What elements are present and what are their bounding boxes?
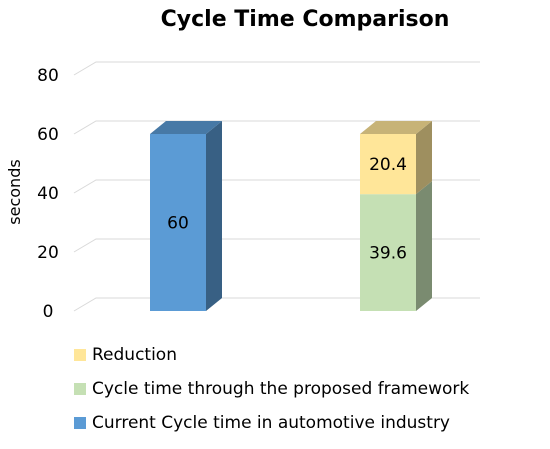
- gridline: [73, 238, 480, 253]
- y-tick-label: 20: [37, 243, 59, 263]
- y-tick-label: 40: [37, 184, 59, 204]
- gridline: [73, 179, 480, 194]
- bar-data-label: 39.6: [369, 244, 407, 264]
- bar-segment-side: [416, 121, 432, 195]
- gridline: [73, 61, 480, 76]
- legend: Reduction Cycle time through the proposed…: [74, 338, 469, 440]
- legend-label: Cycle time through the proposed framewor…: [92, 379, 470, 399]
- legend-item: Reduction: [74, 338, 469, 372]
- chart-title: Cycle Time Comparison: [161, 7, 450, 32]
- bar-top: [360, 121, 432, 134]
- bar-segment-side: [206, 121, 222, 311]
- bar-data-label: 20.4: [369, 155, 407, 175]
- gridlines: [73, 61, 480, 312]
- bar-data-label: 60: [167, 214, 189, 234]
- data-labels: 60 39.6 20.4: [167, 155, 407, 264]
- y-axis-title: seconds: [5, 159, 24, 224]
- bar-segment-side: [416, 181, 432, 311]
- bar-segment-front: [360, 134, 416, 195]
- bars: [150, 121, 432, 311]
- y-tick-label: 80: [37, 66, 59, 86]
- bar-top: [150, 121, 222, 134]
- legend-label: Current Cycle time in automotive industr…: [92, 413, 450, 433]
- bar-segment-front: [360, 194, 416, 311]
- legend-swatch: [74, 383, 86, 395]
- legend-swatch: [74, 349, 86, 361]
- legend-item: Current Cycle time in automotive industr…: [74, 406, 469, 440]
- legend-item: Cycle time through the proposed framewor…: [74, 372, 469, 406]
- legend-label: Reduction: [92, 345, 177, 365]
- y-axis-ticks: 0 20 40 60 80: [37, 66, 59, 322]
- bar-segment-front: [150, 134, 206, 311]
- gridline: [73, 297, 480, 312]
- y-tick-label: 60: [37, 125, 59, 145]
- legend-swatch: [74, 417, 86, 429]
- gridline: [73, 120, 480, 135]
- y-tick-label: 0: [43, 302, 54, 322]
